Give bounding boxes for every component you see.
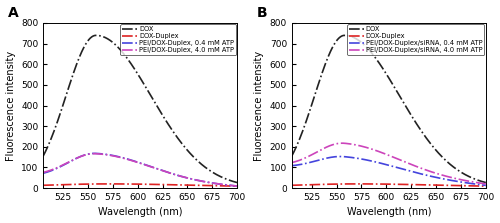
PEI/DOX-Duplex, 0.4 mM ATP <box>92 152 98 155</box>
PEI/DOX-Duplex, 0.4 mM ATP <box>132 160 138 163</box>
PEI/DOX-Duplex, 0.4 mM ATP <box>40 172 46 175</box>
DOX <box>93 34 99 37</box>
PEI/DOX-Duplex, 4.0 mM ATP <box>92 152 98 155</box>
PEI/DOX-Duplex, 0.4 mM ATP <box>200 180 205 183</box>
PEI/DOX-Duplex, 4.0 mM ATP <box>156 168 162 171</box>
PEI/DOX-Duplex/siRNA, 4.0 mM ATP <box>404 162 410 164</box>
X-axis label: Wavelength (nm): Wavelength (nm) <box>98 207 182 217</box>
PEI/DOX-Duplex, 4.0 mM ATP <box>200 180 205 183</box>
PEI/DOX-Duplex/siRNA, 0.4 mM ATP <box>483 184 489 187</box>
PEI/DOX-Duplex, 0.4 mM ATP <box>156 168 162 171</box>
DOX-Duplex <box>234 185 240 188</box>
PEI/DOX-Duplex, 0.4 mM ATP <box>234 185 240 187</box>
DOX <box>404 108 410 111</box>
PEI/DOX-Duplex/siRNA, 4.0 mM ATP <box>382 153 388 155</box>
DOX <box>156 108 162 111</box>
DOX-Duplex <box>134 183 140 186</box>
PEI/DOX-Duplex/siRNA, 0.4 mM ATP <box>394 166 400 169</box>
PEI/DOX-Duplex/siRNA, 4.0 mM ATP <box>339 142 345 145</box>
PEI/DOX-Duplex, 0.4 mM ATP <box>230 184 236 187</box>
PEI/DOX-Duplex, 4.0 mM ATP <box>134 161 140 163</box>
Line: PEI/DOX-Duplex, 0.4 mM ATP: PEI/DOX-Duplex, 0.4 mM ATP <box>43 153 237 186</box>
Legend: DOX, DOX-Duplex, PEI/DOX-Duplex, 0.4 mM ATP, PEI/DOX-Duplex, 4.0 mM ATP: DOX, DOX-Duplex, PEI/DOX-Duplex, 0.4 mM … <box>120 24 236 55</box>
PEI/DOX-Duplex/siRNA, 4.0 mM ATP <box>483 183 489 185</box>
PEI/DOX-Duplex/siRNA, 4.0 mM ATP <box>448 176 454 179</box>
PEI/DOX-Duplex/siRNA, 0.4 mM ATP <box>478 184 484 186</box>
PEI/DOX-Duplex/siRNA, 0.4 mM ATP <box>404 169 410 172</box>
DOX <box>234 181 240 184</box>
Line: PEI/DOX-Duplex, 4.0 mM ATP: PEI/DOX-Duplex, 4.0 mM ATP <box>43 154 237 186</box>
DOX <box>200 164 205 167</box>
PEI/DOX-Duplex/siRNA, 4.0 mM ATP <box>382 152 388 155</box>
DOX <box>289 155 295 157</box>
Line: DOX-Duplex: DOX-Duplex <box>43 184 237 186</box>
PEI/DOX-Duplex/siRNA, 0.4 mM ATP <box>289 164 295 167</box>
DOX-Duplex <box>478 185 484 188</box>
DOX <box>478 180 484 183</box>
PEI/DOX-Duplex, 4.0 mM ATP <box>132 161 138 163</box>
PEI/DOX-Duplex/siRNA, 0.4 mM ATP <box>382 163 388 165</box>
Y-axis label: Fluorescence intensity: Fluorescence intensity <box>6 50 16 161</box>
PEI/DOX-Duplex, 4.0 mM ATP <box>146 165 152 167</box>
DOX-Duplex <box>132 183 138 185</box>
DOX <box>394 91 400 93</box>
Line: PEI/DOX-Duplex/siRNA, 0.4 mM ATP: PEI/DOX-Duplex/siRNA, 0.4 mM ATP <box>292 157 486 185</box>
DOX-Duplex <box>105 183 111 185</box>
DOX-Duplex <box>40 184 46 187</box>
DOX <box>448 164 454 167</box>
PEI/DOX-Duplex, 0.4 mM ATP <box>134 161 140 163</box>
Line: DOX-Duplex: DOX-Duplex <box>292 184 486 186</box>
DOX <box>146 91 152 93</box>
PEI/DOX-Duplex/siRNA, 0.4 mM ATP <box>382 163 388 166</box>
DOX-Duplex <box>354 183 360 185</box>
Text: B: B <box>257 6 268 20</box>
DOX <box>382 70 388 72</box>
DOX <box>230 180 236 183</box>
DOX <box>132 70 138 72</box>
DOX-Duplex <box>382 183 388 185</box>
PEI/DOX-Duplex, 4.0 mM ATP <box>230 184 236 187</box>
PEI/DOX-Duplex, 4.0 mM ATP <box>40 171 46 174</box>
DOX-Duplex <box>404 183 410 186</box>
Line: PEI/DOX-Duplex/siRNA, 4.0 mM ATP: PEI/DOX-Duplex/siRNA, 4.0 mM ATP <box>292 143 486 184</box>
PEI/DOX-Duplex, 0.4 mM ATP <box>146 165 152 167</box>
DOX <box>134 71 140 74</box>
DOX-Duplex <box>394 183 400 186</box>
Line: DOX: DOX <box>292 35 486 183</box>
DOX-Duplex <box>146 183 152 186</box>
DOX-Duplex <box>382 183 388 186</box>
DOX <box>483 181 489 184</box>
DOX-Duplex <box>448 184 454 187</box>
DOX <box>382 71 388 74</box>
PEI/DOX-Duplex, 4.0 mM ATP <box>234 185 240 187</box>
Y-axis label: Fluorescence intensity: Fluorescence intensity <box>254 50 264 161</box>
DOX-Duplex <box>230 185 236 188</box>
X-axis label: Wavelength (nm): Wavelength (nm) <box>346 207 431 217</box>
PEI/DOX-Duplex/siRNA, 4.0 mM ATP <box>478 182 484 185</box>
PEI/DOX-Duplex/siRNA, 0.4 mM ATP <box>448 179 454 182</box>
PEI/DOX-Duplex/siRNA, 0.4 mM ATP <box>338 155 344 158</box>
DOX-Duplex <box>289 184 295 187</box>
DOX-Duplex <box>483 185 489 188</box>
DOX <box>40 155 46 157</box>
PEI/DOX-Duplex/siRNA, 4.0 mM ATP <box>394 157 400 160</box>
DOX-Duplex <box>156 183 162 186</box>
PEI/DOX-Duplex/siRNA, 4.0 mM ATP <box>289 161 295 164</box>
Legend: DOX, DOX-Duplex, PEI/DOX-Duplex/siRNA, 0.4 mM ATP, PEI/DOX-Duplex/siRNA, 4.0 mM : DOX, DOX-Duplex, PEI/DOX-Duplex/siRNA, 0… <box>347 24 484 55</box>
Text: A: A <box>8 6 19 20</box>
DOX-Duplex <box>200 184 205 187</box>
DOX <box>342 34 347 37</box>
Line: DOX: DOX <box>43 35 237 183</box>
